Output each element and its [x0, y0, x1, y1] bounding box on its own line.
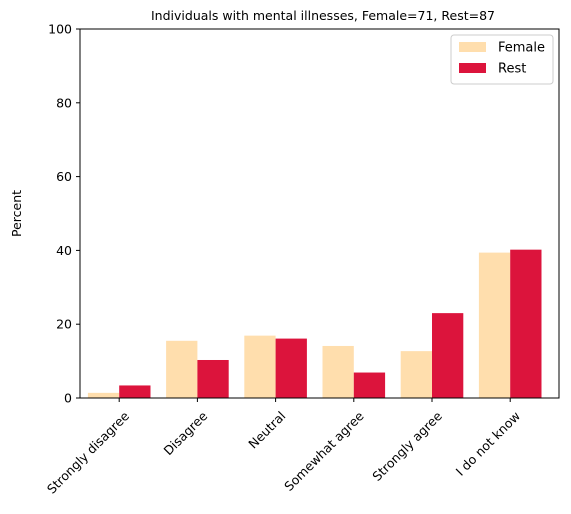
x-tick-label-2: Neutral: [245, 408, 288, 451]
plot-area: 0 20 40 60 80 100 Strongly disagree Disagree Neu…: [44, 22, 542, 497]
bar-rest-0: [119, 385, 151, 398]
bar-female-3: [322, 345, 354, 398]
bar-rest-2: [275, 338, 307, 398]
bar-female-4: [400, 351, 432, 398]
legend: Female Rest: [450, 34, 554, 85]
x-tick-label-1: Disagree: [160, 408, 210, 458]
y-tick-label-3: 60: [56, 169, 72, 184]
x-tick-label-0: Strongly disagree: [44, 408, 132, 496]
legend-label-female: Female: [498, 41, 545, 56]
y-tick-label-1: 20: [56, 317, 72, 332]
x-tick-label-5: I do not know: [453, 408, 524, 479]
y-tick-label-5: 100: [48, 22, 72, 37]
bar-rest-5: [510, 249, 542, 398]
legend-label-rest: Rest: [498, 62, 526, 77]
y-tick-label-2: 40: [56, 243, 72, 258]
bar-female-1: [166, 340, 198, 398]
x-tick-label-3: Somewhat agree: [281, 408, 367, 494]
legend-swatch-female: [459, 42, 486, 52]
bar-female-2: [244, 335, 276, 398]
chart-title: Individuals with mental illnesses, Femal…: [151, 8, 495, 23]
y-tick-label-0: 0: [64, 391, 72, 406]
bar-female-0: [87, 392, 120, 398]
y-tick-label-4: 80: [56, 95, 72, 110]
bar-female-5: [478, 252, 511, 398]
legend-swatch-rest: [459, 63, 486, 73]
bar-rest-4: [432, 313, 464, 398]
y-axis-label: Percent: [9, 190, 24, 237]
plot-frame: [79, 28, 560, 399]
bar-rest-1: [197, 359, 229, 398]
bar-rest-3: [353, 372, 386, 398]
x-tick-label-4: Strongly agree: [369, 408, 445, 484]
